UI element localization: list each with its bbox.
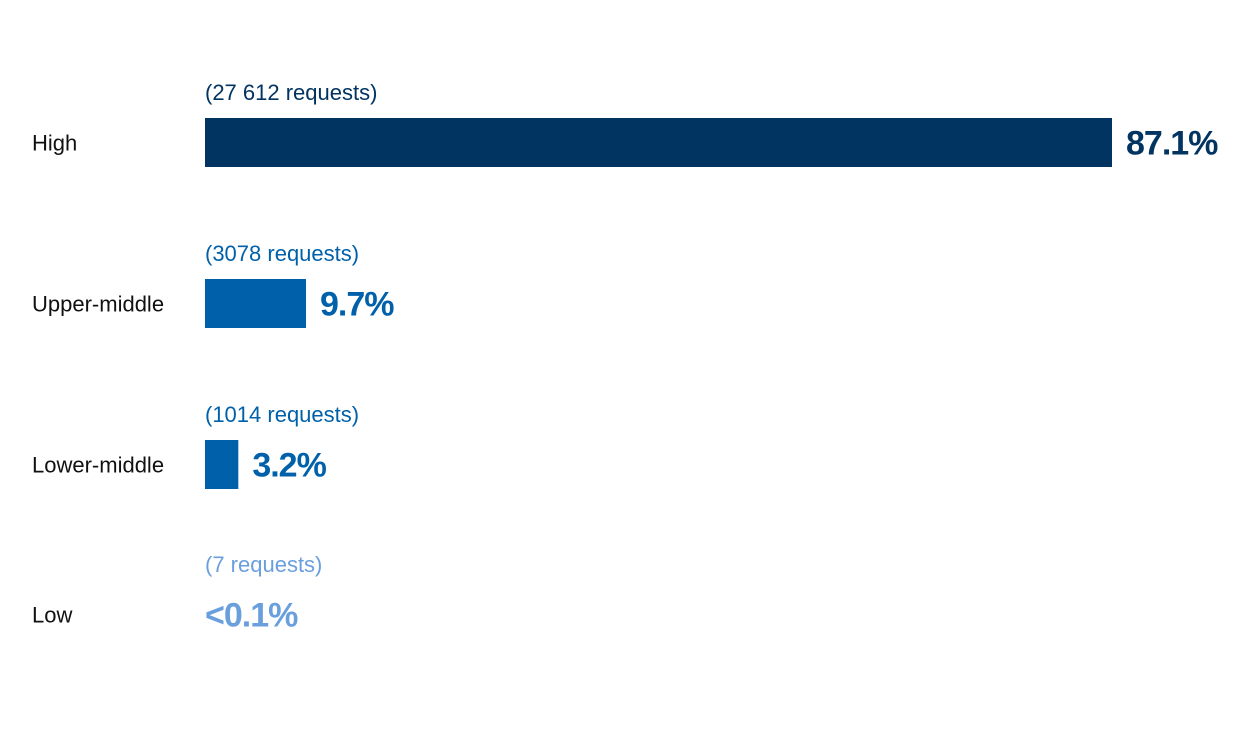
requests-label: (3078 requests) bbox=[205, 241, 359, 266]
category-label: Low bbox=[32, 603, 72, 628]
category-label: Upper-middle bbox=[32, 292, 164, 317]
bar bbox=[205, 118, 1112, 167]
requests-label: (27 612 requests) bbox=[205, 80, 377, 105]
bar bbox=[205, 440, 239, 489]
value-label: 9.7% bbox=[320, 286, 394, 324]
category-label: High bbox=[32, 131, 77, 156]
value-label: <0.1% bbox=[205, 597, 298, 635]
bar bbox=[205, 279, 307, 328]
requests-label: (1014 requests) bbox=[205, 402, 359, 427]
value-label: 87.1% bbox=[1126, 125, 1218, 163]
requests-label: (7 requests) bbox=[205, 552, 322, 577]
category-label: Lower-middle bbox=[32, 453, 164, 478]
value-label: 3.2% bbox=[252, 447, 326, 485]
